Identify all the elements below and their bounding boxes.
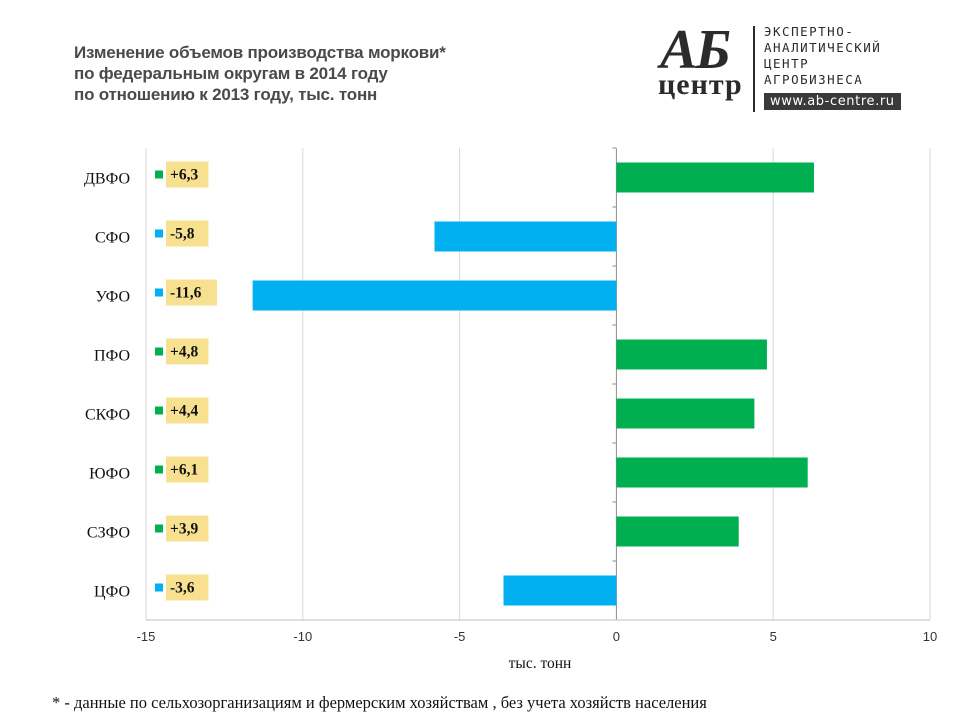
category-label: ПФО [94, 348, 130, 365]
data-label-box [166, 279, 217, 306]
category-label: УФО [95, 289, 130, 306]
data-label: +4,8 [170, 344, 198, 361]
bar [434, 221, 617, 252]
x-tick-label: -15 [137, 629, 156, 644]
data-label: -11,6 [170, 285, 202, 302]
data-label-marker [155, 288, 163, 297]
logo-caption-line-3: ЦЕНТР [764, 56, 810, 71]
bar [503, 575, 617, 606]
bar [616, 398, 755, 429]
data-label: +3,9 [170, 521, 198, 538]
data-label-box [166, 397, 209, 424]
chart-title: Изменение объемов производства моркови* … [74, 42, 594, 105]
x-axis-title: тыс. тонн [509, 655, 572, 672]
data-label-marker [155, 170, 163, 179]
data-label-box [166, 574, 209, 601]
footnote: * - данные по сельхозорганизациям и ферм… [52, 693, 707, 712]
logo-caption: ЭКСПЕРТНО- АНАЛИТИЧЕСКИЙ ЦЕНТР АГРОБИЗНЕ… [764, 24, 881, 88]
category-label: СКФО [85, 407, 130, 424]
category-label: ЮФО [89, 466, 130, 483]
x-tick-label: 10 [923, 629, 937, 644]
x-tick-label: -5 [454, 629, 466, 644]
category-label: ДВФО [84, 171, 130, 188]
data-label-box [166, 161, 209, 188]
data-label: -3,6 [170, 580, 195, 597]
data-label-marker [155, 347, 163, 356]
x-tick-label: 5 [770, 629, 777, 644]
category-label: ЦФО [94, 584, 130, 601]
data-label-box [166, 338, 209, 365]
data-label-marker [155, 465, 163, 474]
logo-caption-line-2: АНАЛИТИЧЕСКИЙ [764, 40, 882, 55]
data-label-marker [155, 583, 163, 592]
data-label-marker [155, 406, 163, 415]
logo-caption-line-4: АГРОБИЗНЕСА [764, 72, 864, 87]
category-label: СЗФО [87, 525, 130, 542]
x-tick-label: -10 [293, 629, 312, 644]
data-label-box [166, 220, 209, 247]
logo-url: www.ab-centre.ru [764, 93, 901, 110]
bar [616, 516, 739, 547]
logo-caption-line-1: ЭКСПЕРТНО- [764, 24, 855, 39]
chart-title-line-1: Изменение объемов производства моркови* [74, 43, 446, 62]
x-tick-label: 0 [613, 629, 620, 644]
data-label-box [166, 515, 209, 542]
data-label: -5,8 [170, 226, 195, 243]
chart-title-line-3: по отношению к 2013 году, тыс. тонн [74, 85, 378, 104]
data-label: +6,1 [170, 462, 198, 479]
chart-title-line-2: по федеральным округам в 2014 году [74, 64, 388, 83]
bar-chart: -15 -10 -5 0 5 10 ДВФО +6,3 СФО -5,8 УФО -11,6 ПФО +4… [84, 147, 937, 672]
logo-word: центр [658, 68, 743, 101]
data-label-marker [155, 524, 163, 533]
data-label-box [166, 456, 209, 483]
bar [616, 339, 767, 370]
logo-divider [753, 26, 755, 112]
data-label: +6,3 [170, 167, 198, 184]
bar [616, 457, 808, 488]
data-label-marker [155, 229, 163, 238]
data-label: +4,4 [170, 403, 198, 420]
bar [616, 162, 814, 193]
bar [252, 280, 617, 311]
ab-centre-logo: АБ центр ЭКСПЕРТНО- АНАЛИТИЧЕСКИЙ ЦЕНТР … [656, 22, 926, 114]
category-label: СФО [95, 230, 130, 247]
logo-letters: АБ [660, 19, 731, 81]
